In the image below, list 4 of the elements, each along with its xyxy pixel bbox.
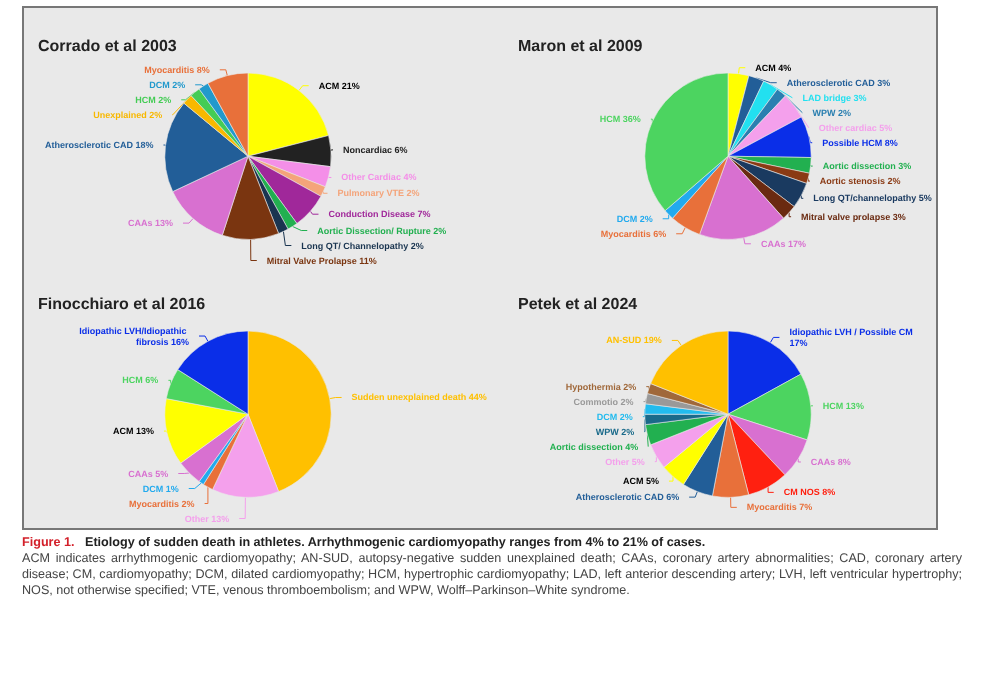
chart-title: Corrado et al 2003 [38, 37, 178, 55]
chart-title: Finocchiaro et al 2016 [38, 295, 207, 313]
chart-title: Maron et al 2009 [518, 37, 644, 55]
chart-title: Petek et al 2024 [518, 295, 639, 313]
